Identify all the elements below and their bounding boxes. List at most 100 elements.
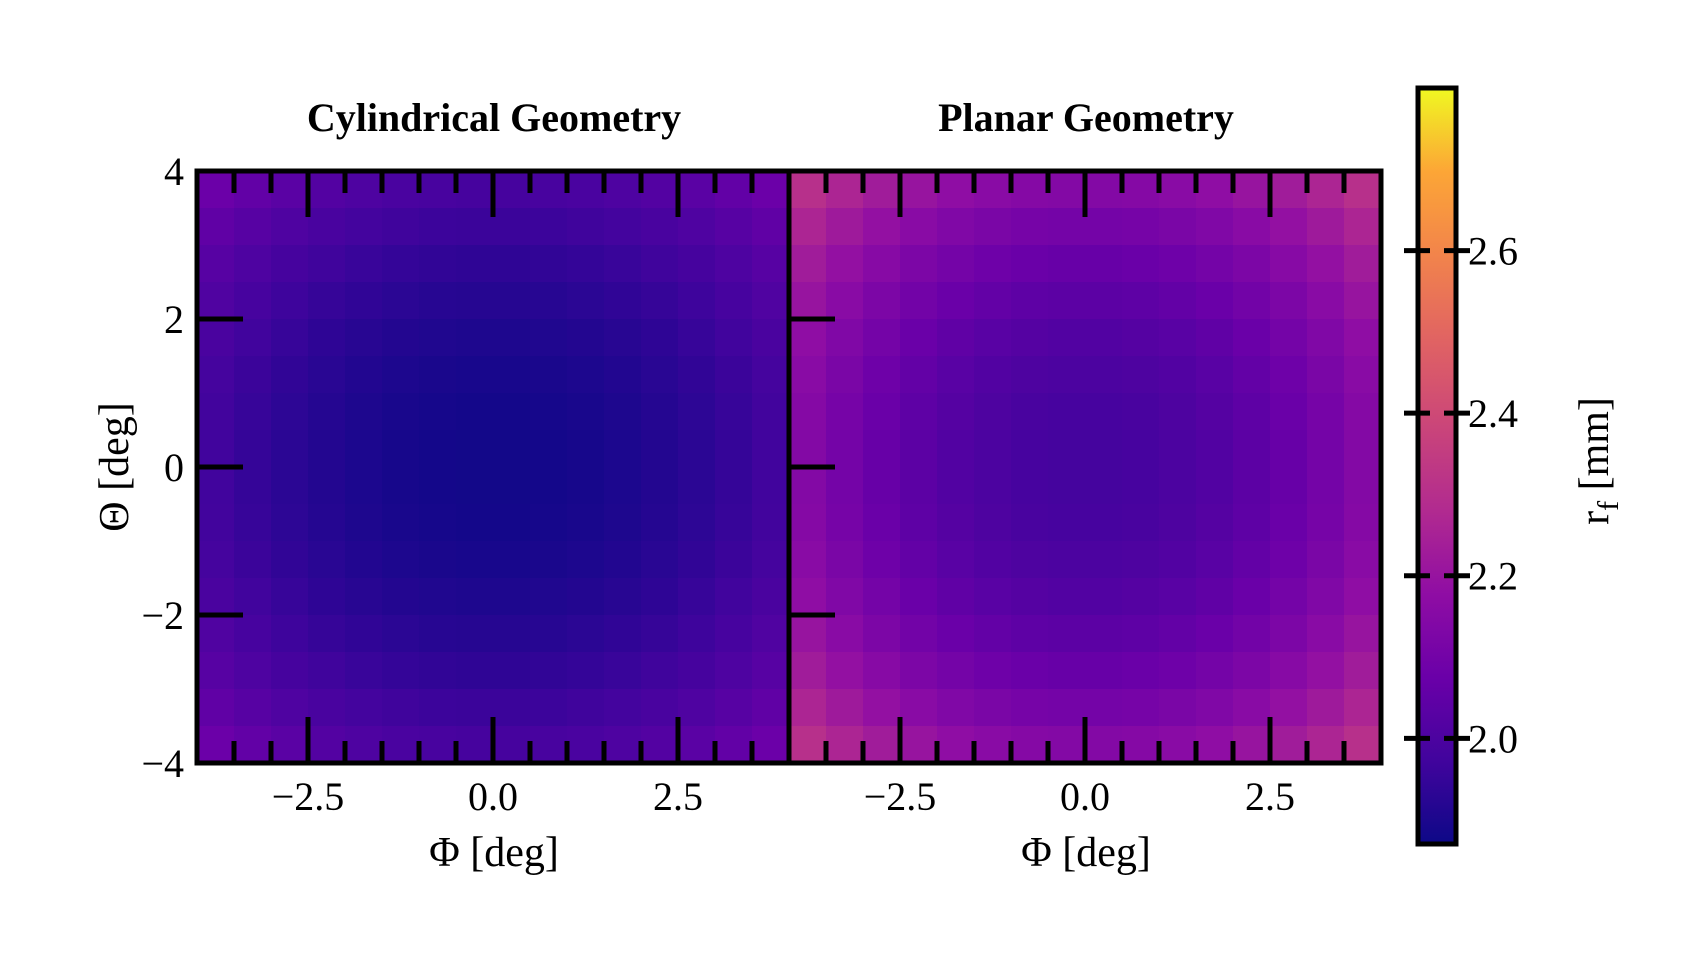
heatmap-cell — [567, 245, 605, 283]
heatmap-cell — [456, 726, 494, 764]
heatmap-cell — [752, 689, 790, 727]
heatmap-cell — [1048, 245, 1086, 283]
heatmap-cell — [900, 393, 938, 431]
heatmap-cell — [752, 652, 790, 690]
heatmap-cell — [826, 726, 864, 764]
heatmap-cell — [974, 615, 1012, 653]
heatmap-cell — [308, 282, 346, 320]
heatmap-cell — [1196, 282, 1234, 320]
heatmap-cell — [641, 541, 679, 579]
heatmap-cell — [271, 504, 309, 542]
heatmap-cell — [974, 541, 1012, 579]
heatmap-cell — [1270, 467, 1308, 505]
y-tick-label: 2 — [164, 297, 184, 342]
heatmap-cell — [382, 578, 420, 616]
heatmap-cell — [641, 430, 679, 468]
heatmap-cell — [419, 615, 457, 653]
heatmap-cell — [1122, 356, 1160, 394]
heatmap-cell — [678, 615, 716, 653]
heatmap-cell — [1011, 245, 1049, 283]
heatmap-cell — [530, 171, 568, 209]
heatmap-cell — [900, 282, 938, 320]
heatmap-cell — [271, 726, 309, 764]
heatmap-cell — [974, 319, 1012, 357]
heatmap-cell — [715, 245, 753, 283]
heatmap-cell — [1270, 541, 1308, 579]
heatmap-cell — [1270, 171, 1308, 209]
heatmap-cell — [1270, 652, 1308, 690]
heatmap-cell — [900, 541, 938, 579]
heatmap-cell — [1233, 504, 1271, 542]
colorbar: 2.0 2.2 2.4 2.6 rf [mm] — [1404, 85, 1625, 847]
colorbar-label-sub: f — [1592, 501, 1625, 511]
heatmap-cell — [1159, 726, 1197, 764]
heatmap-cell — [1011, 282, 1049, 320]
heatmap-cell — [1307, 726, 1345, 764]
heatmap-cell — [604, 467, 642, 505]
heatmap-cell — [678, 467, 716, 505]
heatmap-cell — [456, 356, 494, 394]
heatmap-cell — [863, 726, 901, 764]
heatmap-cell — [493, 171, 531, 209]
heatmap-cell — [419, 504, 457, 542]
heatmap-cell — [1085, 171, 1123, 209]
heatmap-cell — [1122, 726, 1160, 764]
heatmap-cell — [826, 467, 864, 505]
heatmap-cell — [419, 319, 457, 357]
heatmap-cell — [1307, 245, 1345, 283]
heatmap-cell — [197, 541, 235, 579]
heatmap-cell — [1011, 319, 1049, 357]
heatmap-cell — [974, 356, 1012, 394]
heatmap-cell — [345, 393, 383, 431]
heatmap-cell — [567, 319, 605, 357]
y-tick-label: −2 — [141, 593, 184, 638]
heatmap-cell — [308, 652, 346, 690]
heatmap-cell — [974, 430, 1012, 468]
heatmap-cell — [1196, 726, 1234, 764]
heatmap-cell — [345, 245, 383, 283]
heatmap-cell — [789, 430, 827, 468]
heatmap-cell — [1344, 467, 1382, 505]
heatmap-cell — [1307, 652, 1345, 690]
heatmap-cell — [234, 319, 272, 357]
heatmap-cell — [1085, 541, 1123, 579]
heatmap-cell — [1159, 504, 1197, 542]
heatmap-cell — [937, 541, 975, 579]
heatmap-cell — [345, 319, 383, 357]
heatmap-cell — [863, 689, 901, 727]
heatmap-cell — [604, 504, 642, 542]
heatmap-cell — [1085, 726, 1123, 764]
x-tick-label: 2.5 — [1245, 774, 1295, 819]
heatmap-cell — [271, 208, 309, 246]
heatmap-cell — [641, 726, 679, 764]
heatmap-cell — [382, 726, 420, 764]
heatmap-cell — [863, 319, 901, 357]
x-tick-label: −2.5 — [864, 774, 937, 819]
heatmap-cell — [456, 208, 494, 246]
heatmap-cell — [1048, 356, 1086, 394]
heatmap-cell — [863, 171, 901, 209]
heatmap-cell — [900, 171, 938, 209]
heatmap-cell — [826, 171, 864, 209]
heatmap-cell — [271, 541, 309, 579]
heatmap-cell — [974, 467, 1012, 505]
heatmap-cell — [826, 504, 864, 542]
heatmap-cell — [1196, 393, 1234, 431]
left-tick-labels: −2.5 0.0 2.5 −4 −2 0 2 4 — [141, 149, 703, 819]
heatmap-cell — [1196, 541, 1234, 579]
colorbar-tick-label: 2.4 — [1468, 391, 1518, 436]
heatmap-cell — [678, 171, 716, 209]
heatmap-cell — [271, 245, 309, 283]
heatmap-cell — [604, 652, 642, 690]
heatmap-cell — [1011, 393, 1049, 431]
heatmap-cell — [863, 282, 901, 320]
heatmap-cell — [1122, 282, 1160, 320]
colorbar-tick-label: 2.0 — [1468, 716, 1518, 761]
heatmap-cell — [752, 541, 790, 579]
heatmap-cell — [493, 356, 531, 394]
heatmap-cell — [863, 652, 901, 690]
heatmap-cell — [789, 393, 827, 431]
heatmap-cell — [1196, 615, 1234, 653]
heatmap-cell — [1270, 615, 1308, 653]
heatmap-cell — [863, 467, 901, 505]
